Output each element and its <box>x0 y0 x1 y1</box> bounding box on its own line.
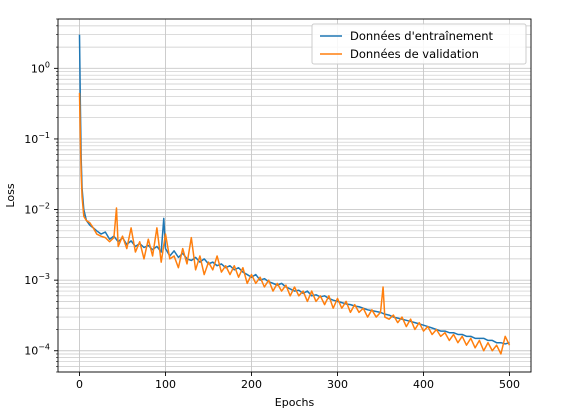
series-line-validation <box>78 92 511 355</box>
y-tick-label: 10−4 <box>24 343 50 358</box>
x-tick-label: 300 <box>327 378 348 391</box>
axes-frame <box>57 18 532 373</box>
y-tick-label: 100 <box>31 60 50 75</box>
x-axis: 0 100 200 300 400 500 <box>76 372 520 391</box>
y-tick-label: 10−1 <box>24 131 50 146</box>
legend: Données d'entraînement Données de valida… <box>311 23 527 65</box>
x-axis-label: Epochs <box>275 396 315 409</box>
legend-label-training: Données d'entraînement <box>350 29 493 43</box>
y-tick-label: 10−3 <box>24 272 50 287</box>
x-tick-label: 200 <box>241 378 262 391</box>
plot-area <box>78 34 511 355</box>
x-tick-label: 100 <box>155 378 176 391</box>
y-tick-label: 10−2 <box>24 202 50 217</box>
x-tick-label: 0 <box>76 378 83 391</box>
x-tick-label: 500 <box>499 378 520 391</box>
y-axis: 10−4 10−3 10−2 10−1 100 <box>24 18 58 373</box>
legend-label-validation: Données de validation <box>350 47 479 61</box>
y-axis-label: Loss <box>4 183 17 207</box>
x-tick-label: 400 <box>413 378 434 391</box>
legend-box <box>311 23 527 65</box>
